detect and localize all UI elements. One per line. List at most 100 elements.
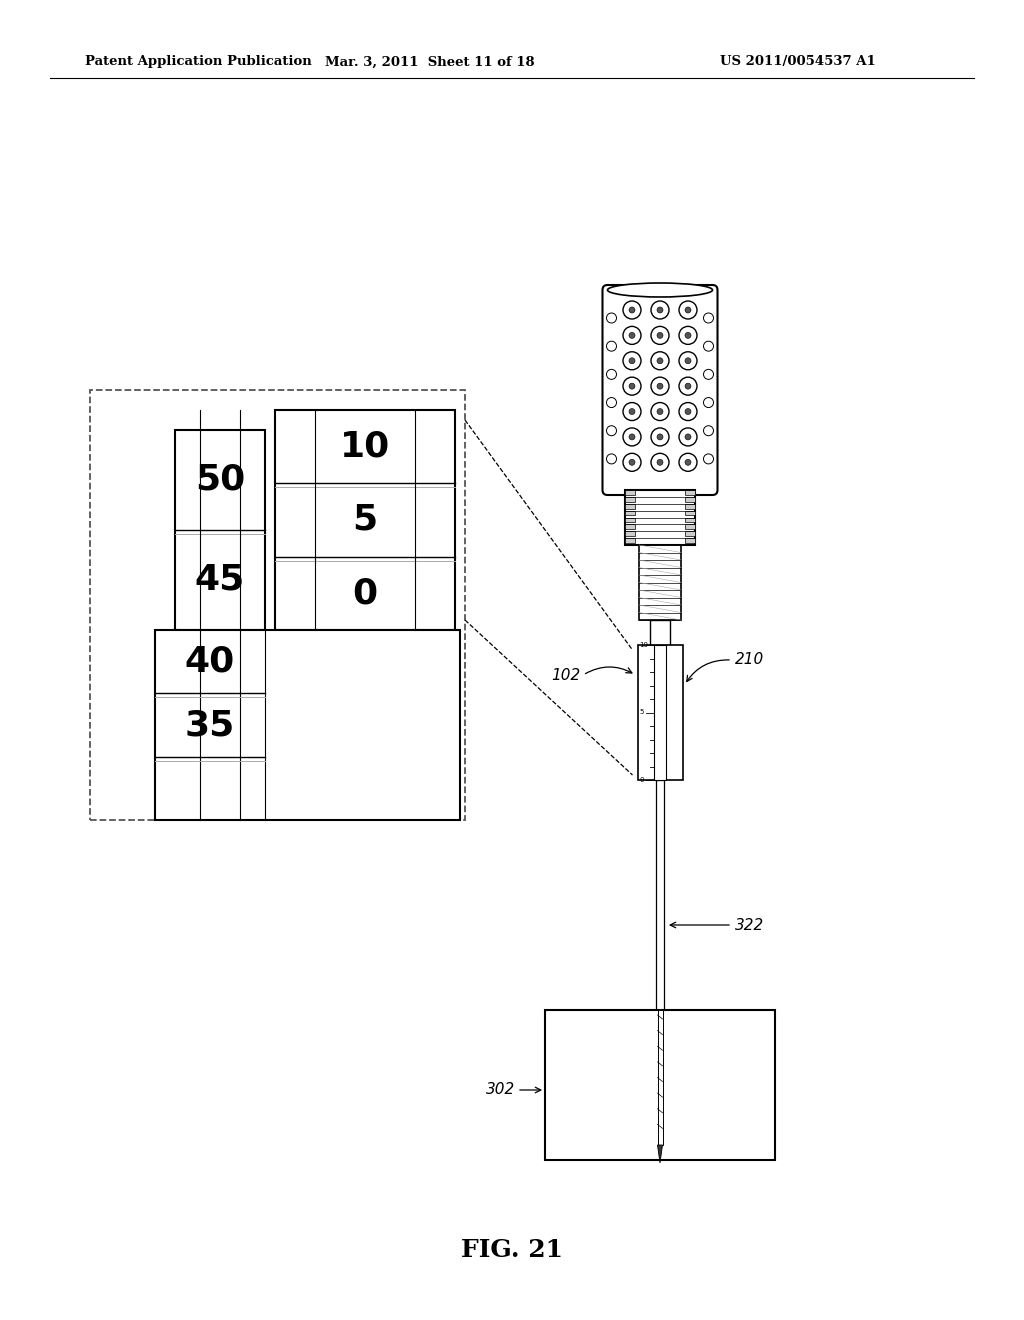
- Circle shape: [679, 326, 697, 345]
- Circle shape: [679, 378, 697, 395]
- Text: 302: 302: [485, 1082, 515, 1097]
- Bar: [275, 411, 455, 630]
- Text: 210: 210: [735, 652, 764, 668]
- Circle shape: [703, 313, 714, 323]
- Bar: [155, 630, 460, 820]
- Bar: [657, 1010, 663, 1144]
- Circle shape: [651, 351, 669, 370]
- Circle shape: [685, 434, 691, 440]
- Circle shape: [657, 383, 663, 389]
- Text: US 2011/0054537 A1: US 2011/0054537 A1: [720, 55, 876, 69]
- Circle shape: [679, 453, 697, 471]
- Circle shape: [685, 459, 691, 466]
- Text: 10: 10: [640, 642, 648, 648]
- Circle shape: [703, 341, 714, 351]
- Circle shape: [651, 301, 669, 319]
- Circle shape: [679, 428, 697, 446]
- Circle shape: [606, 341, 616, 351]
- Bar: [625, 539, 635, 543]
- Circle shape: [657, 333, 663, 338]
- Text: 40: 40: [185, 644, 236, 678]
- Bar: [625, 496, 635, 502]
- Text: 5: 5: [640, 710, 644, 715]
- Text: 35: 35: [185, 708, 236, 742]
- Bar: [654, 645, 666, 780]
- Circle shape: [623, 453, 641, 471]
- Bar: [685, 490, 695, 495]
- Circle shape: [651, 403, 669, 421]
- Circle shape: [679, 351, 697, 370]
- Text: Mar. 3, 2011  Sheet 11 of 18: Mar. 3, 2011 Sheet 11 of 18: [326, 55, 535, 69]
- Bar: [656, 780, 664, 1010]
- Circle shape: [623, 428, 641, 446]
- Circle shape: [651, 378, 669, 395]
- Circle shape: [685, 308, 691, 313]
- Circle shape: [703, 454, 714, 463]
- Bar: [90, 389, 465, 820]
- Bar: [625, 490, 695, 545]
- Circle shape: [651, 453, 669, 471]
- Bar: [685, 524, 695, 529]
- Bar: [650, 620, 670, 645]
- Circle shape: [657, 459, 663, 466]
- Circle shape: [703, 370, 714, 379]
- Bar: [639, 545, 681, 620]
- Bar: [685, 511, 695, 515]
- Circle shape: [606, 454, 616, 463]
- Circle shape: [623, 326, 641, 345]
- Bar: [545, 1010, 775, 1160]
- Text: 50: 50: [195, 463, 245, 498]
- Circle shape: [629, 308, 635, 313]
- Circle shape: [651, 326, 669, 345]
- Polygon shape: [657, 1144, 663, 1163]
- Bar: [685, 504, 695, 508]
- Text: 102: 102: [551, 668, 580, 682]
- Bar: [625, 490, 635, 495]
- Bar: [625, 504, 635, 508]
- Circle shape: [606, 370, 616, 379]
- Circle shape: [685, 358, 691, 364]
- Circle shape: [623, 378, 641, 395]
- Circle shape: [629, 434, 635, 440]
- Bar: [638, 645, 683, 780]
- Text: 0: 0: [352, 577, 378, 610]
- Text: FIG. 21: FIG. 21: [461, 1238, 563, 1262]
- Circle shape: [606, 397, 616, 408]
- Circle shape: [606, 426, 616, 436]
- Circle shape: [703, 397, 714, 408]
- Circle shape: [623, 301, 641, 319]
- Text: Patent Application Publication: Patent Application Publication: [85, 55, 311, 69]
- FancyBboxPatch shape: [602, 285, 718, 495]
- Circle shape: [629, 333, 635, 338]
- Bar: [685, 517, 695, 523]
- Circle shape: [657, 408, 663, 414]
- Circle shape: [657, 308, 663, 313]
- Circle shape: [629, 383, 635, 389]
- Text: 0: 0: [640, 777, 644, 783]
- Circle shape: [685, 408, 691, 414]
- Circle shape: [623, 403, 641, 421]
- Bar: [175, 430, 265, 630]
- Bar: [625, 524, 635, 529]
- Circle shape: [685, 333, 691, 338]
- Bar: [685, 496, 695, 502]
- Bar: [625, 531, 635, 536]
- Circle shape: [679, 403, 697, 421]
- Bar: [625, 511, 635, 515]
- Circle shape: [629, 459, 635, 466]
- Circle shape: [623, 351, 641, 370]
- Circle shape: [685, 383, 691, 389]
- Bar: [625, 517, 635, 523]
- Circle shape: [657, 358, 663, 364]
- Bar: [685, 531, 695, 536]
- Circle shape: [651, 428, 669, 446]
- Circle shape: [629, 408, 635, 414]
- Circle shape: [679, 301, 697, 319]
- Bar: [685, 539, 695, 543]
- Text: 10: 10: [340, 430, 390, 463]
- Circle shape: [703, 426, 714, 436]
- Circle shape: [606, 313, 616, 323]
- Text: 5: 5: [352, 503, 378, 537]
- Circle shape: [657, 434, 663, 440]
- Text: 322: 322: [735, 917, 764, 932]
